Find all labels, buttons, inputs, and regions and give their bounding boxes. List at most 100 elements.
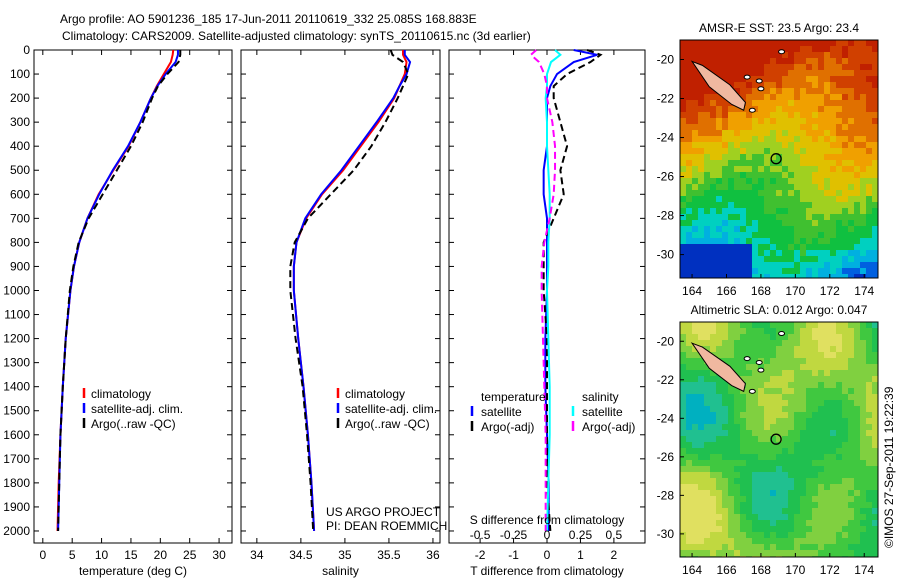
map-cell xyxy=(728,40,734,46)
map-cell xyxy=(854,70,860,76)
map-cell xyxy=(806,508,812,514)
map-cell xyxy=(740,64,746,70)
map-cell xyxy=(866,244,872,250)
map-cell xyxy=(782,508,788,514)
map-cell xyxy=(866,268,872,274)
map-cell xyxy=(860,94,866,100)
map-cell xyxy=(716,490,722,496)
map-cell xyxy=(854,514,860,520)
map-cell xyxy=(686,274,692,278)
map-cell xyxy=(746,130,752,136)
map-cell xyxy=(722,250,728,256)
map-cell xyxy=(758,382,764,388)
map-cell xyxy=(752,58,758,64)
map-cell xyxy=(818,268,824,274)
map-cell xyxy=(812,136,818,142)
map-cell xyxy=(716,352,722,358)
map-cell xyxy=(710,172,716,178)
map-cell xyxy=(836,268,842,274)
map-cell xyxy=(716,460,722,466)
map-cell xyxy=(836,502,842,508)
map-cell xyxy=(764,436,770,442)
map-cell xyxy=(872,190,878,196)
map-cell xyxy=(722,478,728,484)
map-cell xyxy=(764,448,770,454)
map-cell xyxy=(800,364,806,370)
map-cell xyxy=(740,244,746,250)
map-cell xyxy=(848,154,854,160)
map-cell xyxy=(800,226,806,232)
map-cell xyxy=(788,400,794,406)
map-cell xyxy=(680,148,686,154)
map-cell xyxy=(686,232,692,238)
map-cell xyxy=(830,334,836,340)
map-cell xyxy=(806,424,812,430)
map-cell xyxy=(686,526,692,532)
map-cell xyxy=(872,544,878,550)
map-cell xyxy=(740,490,746,496)
map-cell xyxy=(698,184,704,190)
map-cell xyxy=(866,52,872,58)
map-cell xyxy=(872,496,878,502)
map-cell xyxy=(764,238,770,244)
map-cell xyxy=(818,76,824,82)
map-cell xyxy=(740,46,746,52)
map-cell xyxy=(794,214,800,220)
map-cell xyxy=(854,442,860,448)
map-cell xyxy=(812,106,818,112)
map-cell xyxy=(770,382,776,388)
map-cell xyxy=(836,322,842,328)
map-cell xyxy=(848,52,854,58)
map-cell xyxy=(734,328,740,334)
map-cell xyxy=(842,82,848,88)
map-cell xyxy=(866,454,872,460)
map-cell xyxy=(794,232,800,238)
map-cell xyxy=(704,346,710,352)
map-cell xyxy=(716,70,722,76)
map-cell xyxy=(788,94,794,100)
map-cell xyxy=(698,160,704,166)
legend-label: Argo(..raw -QC) xyxy=(91,417,176,431)
map-cell xyxy=(830,118,836,124)
map-cell xyxy=(776,502,782,508)
map-cell xyxy=(872,484,878,490)
map-cell xyxy=(740,496,746,502)
map-cell xyxy=(800,526,806,532)
map-cell xyxy=(842,376,848,382)
map-cell xyxy=(710,478,716,484)
map-cell xyxy=(680,490,686,496)
map-cell xyxy=(752,550,758,556)
map-cell xyxy=(842,118,848,124)
map-cell xyxy=(764,148,770,154)
map-cell xyxy=(734,364,740,370)
map-cell xyxy=(728,118,734,124)
map-cell xyxy=(734,274,740,278)
map-cell xyxy=(692,346,698,352)
map-cell xyxy=(734,412,740,418)
map-cell xyxy=(866,184,872,190)
map-cell xyxy=(824,346,830,352)
map-cell xyxy=(812,448,818,454)
map-cell xyxy=(680,178,686,184)
map-cell xyxy=(680,412,686,418)
map-cell xyxy=(728,52,734,58)
x-tick-label: 174 xyxy=(854,563,874,577)
map-cell xyxy=(776,400,782,406)
map-cell xyxy=(710,550,716,556)
map-cell xyxy=(824,436,830,442)
map-cell xyxy=(794,454,800,460)
map-cell xyxy=(746,178,752,184)
map-cell xyxy=(860,250,866,256)
map-cell xyxy=(836,376,842,382)
map-cell xyxy=(698,496,704,502)
map-cell xyxy=(728,502,734,508)
x-tick-label: 1 xyxy=(577,548,584,562)
map-cell xyxy=(860,148,866,154)
map-cell xyxy=(710,94,716,100)
map-cell xyxy=(692,514,698,520)
map-cell xyxy=(782,46,788,52)
map-cell xyxy=(818,442,824,448)
map-cell xyxy=(812,226,818,232)
map-cell xyxy=(686,40,692,46)
map-cell xyxy=(866,58,872,64)
